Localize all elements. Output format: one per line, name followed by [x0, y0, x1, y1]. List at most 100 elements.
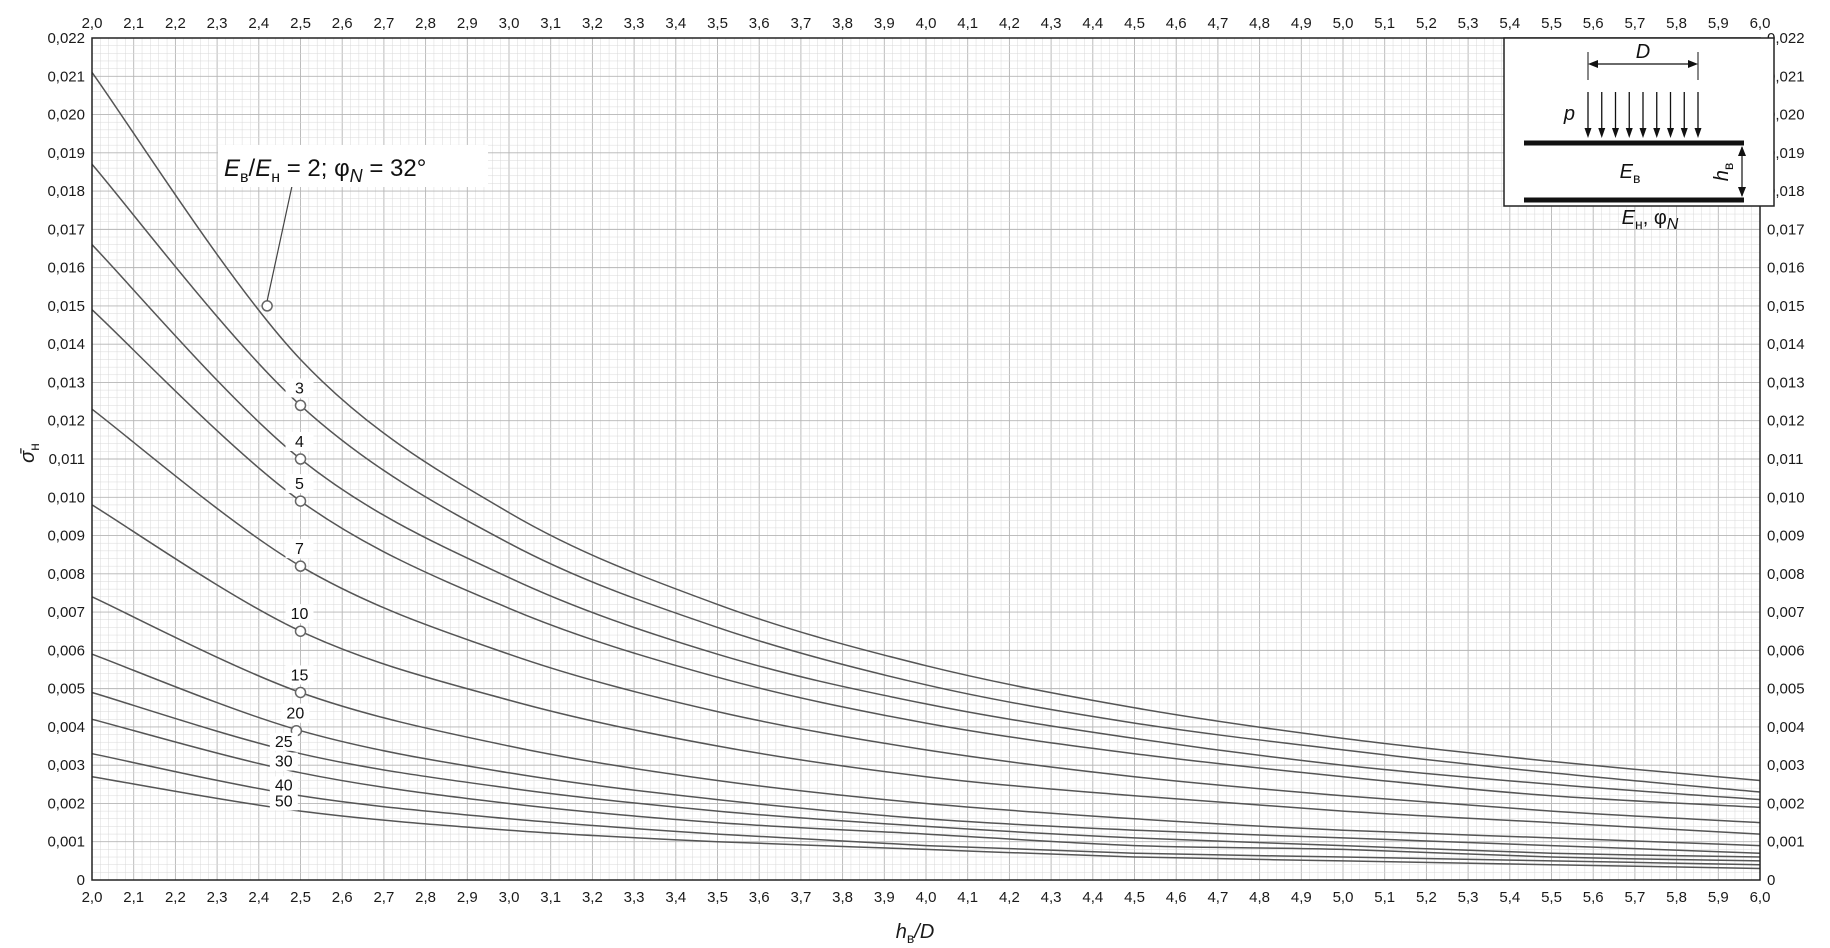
curve-3	[91, 163, 1761, 793]
curve-marker-4	[294, 453, 307, 465]
y-tick-label: 0,018	[47, 183, 85, 200]
y-tick-label-right: 0,017	[1767, 221, 1805, 238]
x-tick-label-top: 5,6	[1583, 15, 1604, 32]
curve-20	[91, 653, 1761, 854]
curve-4	[91, 244, 1761, 801]
curve-label-bg	[285, 474, 314, 494]
x-tick-label: 5,6	[1583, 889, 1604, 906]
x-tick-label: 2,8	[415, 889, 436, 906]
y-tick-label-right: 0,008	[1767, 566, 1805, 583]
x-tick-label: 2,3	[207, 889, 228, 906]
y-axis-label: σ̄н	[17, 443, 42, 463]
curve-label-bg	[269, 732, 298, 751]
x-tick-label-top: 4,0	[916, 15, 937, 32]
curve-label-40: 40	[275, 777, 293, 794]
y-tick-label-right: 0	[1767, 872, 1775, 889]
y-tick-label-right: 0,016	[1767, 260, 1805, 277]
load-arrow-head	[1612, 128, 1619, 138]
y-tick-label-right: 0,009	[1767, 528, 1805, 545]
y-tick-labels-right: 0 0,001 0,002 0,003 0,004 0,005 0,006 0,007 0,00…	[1767, 30, 1805, 889]
x-tick-label: 5,4	[1499, 889, 1520, 906]
x-tick-label-top: 4,5	[1124, 15, 1145, 32]
x-tick-label-top: 5,4	[1499, 15, 1520, 32]
x-tick-label-top: 2,4	[248, 15, 269, 32]
y-tick-label: 0,012	[47, 413, 85, 430]
x-tick-label-top: 3,0	[499, 15, 520, 32]
y-tick-label-right: 0,018	[1767, 183, 1805, 200]
load-arrow-head	[1598, 128, 1606, 138]
x-tick-label: 3,4	[665, 889, 686, 906]
curve-7	[91, 408, 1761, 824]
curve-label-30: 30	[275, 754, 293, 771]
x-tick-label-top: 6,0	[1750, 15, 1771, 32]
x-tick-label: 4,0	[916, 889, 937, 906]
x-tick-label-top: 5,0	[1333, 15, 1354, 32]
y-tick-label-right: 0,014	[1767, 336, 1805, 353]
x-tick-label: 3,5	[707, 889, 728, 906]
y-tick-label-right: 0,003	[1767, 757, 1805, 774]
curve-label-15: 15	[291, 667, 309, 684]
inset-label-en: Eн, φN	[1622, 207, 1679, 233]
y-tick-label: 0,006	[47, 642, 85, 659]
x-tick-label-top: 4,8	[1249, 15, 1270, 32]
x-tick-label-top: 5,3	[1458, 15, 1479, 32]
y-tick-label: 0,017	[47, 221, 85, 238]
x-tick-label-top: 2,3	[207, 15, 228, 32]
inset-label-p: p	[1563, 103, 1575, 125]
x-tick-label-top: 2,8	[415, 15, 436, 32]
inset-box	[1503, 37, 1775, 207]
x-tick-label: 4,1	[957, 889, 978, 906]
x-tick-label-top: 4,3	[1041, 15, 1062, 32]
curve-label-3: 3	[295, 380, 304, 397]
x-tick-label-top: 4,7	[1207, 15, 1228, 32]
x-tick-label-top: 4,9	[1291, 15, 1312, 32]
load-arrow-head	[1653, 128, 1661, 138]
curve-label-bg	[281, 703, 310, 723]
x-tick-label-top: 4,4	[1082, 15, 1103, 32]
x-tick-label-top: 2,2	[165, 15, 186, 32]
curve-15	[91, 596, 1761, 847]
inset-diagram: D p Eв hв Eн, φN	[1503, 37, 1775, 233]
callout-text: Eв/Eн = 2; φN = 32°	[224, 155, 426, 186]
inset-dimension-h: hв	[1711, 146, 1746, 197]
y-tick-label: 0,016	[47, 260, 85, 277]
plot-frame	[91, 37, 1761, 881]
y-tick-label-right: 0,001	[1767, 834, 1805, 851]
y-tick-label-right: 0,002	[1767, 795, 1805, 812]
y-tick-label-right: 0,021	[1767, 68, 1805, 85]
curve-label-bg	[285, 378, 314, 398]
curve-marker-3	[294, 399, 307, 412]
y-tick-label: 0,004	[47, 719, 85, 736]
y-tick-label-right: 0,015	[1767, 298, 1805, 315]
x-tick-label: 3,0	[499, 889, 520, 906]
x-tick-labels-top: 2,0 2,1 2,2 2,3 2,4 2,5 2,6 2,7 2,8 2,9 3,0 3,1 3,2 3…	[82, 15, 1771, 32]
y-tick-label: 0,021	[47, 68, 85, 85]
curve-label-7: 7	[295, 541, 304, 558]
y-tick-label: 0,009	[47, 528, 85, 545]
x-tick-label: 2,2	[165, 889, 186, 906]
y-tick-label-right: 0,022	[1767, 30, 1805, 47]
x-tick-label-top: 2,5	[290, 15, 311, 32]
x-tick-label: 4,9	[1291, 889, 1312, 906]
x-tick-label: 2,4	[248, 889, 269, 906]
y-tick-label: 0,002	[47, 795, 85, 812]
curve-10	[91, 504, 1761, 835]
x-tick-label: 5,5	[1541, 889, 1562, 906]
load-arrow-head	[1584, 128, 1592, 138]
curve-label-bg	[269, 792, 298, 811]
x-tick-label-top: 3,2	[582, 15, 603, 32]
x-tick-label: 4,7	[1207, 889, 1228, 906]
x-tick-label-top: 3,8	[832, 15, 853, 32]
x-tick-label: 3,1	[540, 889, 561, 906]
y-tick-label-right: 0,011	[1767, 451, 1803, 468]
y-tick-label-right: 0,005	[1767, 681, 1805, 698]
load-arrow-head	[1639, 128, 1647, 138]
x-tick-label-top: 4,1	[957, 15, 978, 32]
x-tick-label-top: 3,6	[749, 15, 770, 32]
x-tick-label: 5,0	[1333, 889, 1354, 906]
callout: Eв/Eн = 2; φN = 32°	[218, 145, 488, 302]
grid	[91, 37, 1761, 881]
x-tick-label-top: 2,7	[373, 15, 394, 32]
curve-label-20: 20	[286, 706, 304, 723]
y-tick-label: 0,019	[47, 145, 85, 162]
